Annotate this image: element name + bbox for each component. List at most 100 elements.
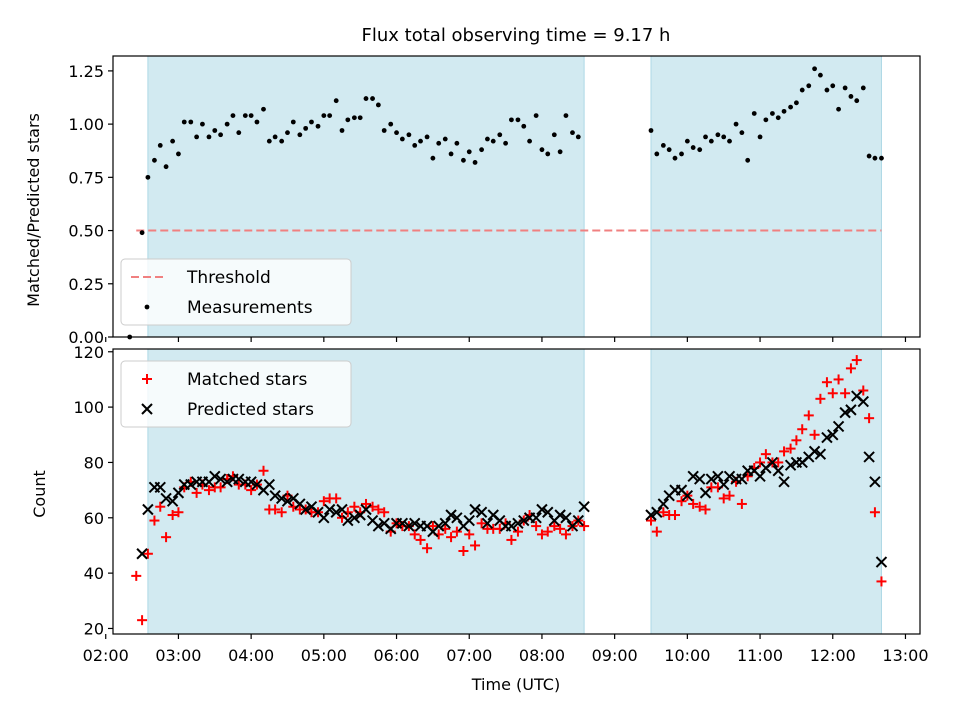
data-point <box>254 119 260 125</box>
data-point <box>754 470 766 482</box>
data-point <box>821 377 832 388</box>
ratio-y-axis-label: Matched/Predicted stars <box>24 113 43 307</box>
data-point <box>472 160 478 165</box>
data-point <box>773 457 784 468</box>
data-point <box>363 96 369 101</box>
y-tick-label: 0.25 <box>68 275 104 294</box>
data-point <box>672 155 678 161</box>
data-point <box>375 102 381 108</box>
data-point <box>827 388 838 399</box>
data-point <box>815 393 826 404</box>
data-point <box>817 72 823 78</box>
x-tick-label: 11:00 <box>737 646 783 665</box>
data-point <box>578 501 590 513</box>
x-tick-label: 12:00 <box>810 646 856 665</box>
legend-swatch <box>142 374 152 384</box>
data-point <box>651 526 662 537</box>
data-point <box>657 498 670 510</box>
data-point <box>666 147 672 153</box>
data-point <box>409 517 421 530</box>
data-point <box>206 134 212 140</box>
data-point <box>333 98 339 104</box>
data-point <box>212 128 218 133</box>
data-point <box>361 498 372 509</box>
y-tick-label: 100 <box>73 398 104 417</box>
y-tick-label: 1.00 <box>68 115 104 134</box>
data-point <box>266 138 272 144</box>
data-point <box>860 85 866 91</box>
data-point <box>739 130 745 136</box>
data-point <box>349 501 360 512</box>
data-point <box>690 145 696 150</box>
data-point <box>755 457 766 468</box>
data-point <box>658 507 669 518</box>
data-point <box>131 570 142 581</box>
data-point <box>775 115 781 121</box>
data-point <box>736 498 747 509</box>
data-point <box>832 420 845 433</box>
data-point <box>779 446 790 457</box>
data-point <box>536 529 547 540</box>
data-point <box>248 113 254 119</box>
data-point <box>648 128 654 133</box>
data-point <box>163 164 169 170</box>
data-point <box>512 517 524 530</box>
data-point <box>697 147 703 153</box>
data-point <box>660 143 666 148</box>
data-point <box>745 157 751 163</box>
data-point <box>794 100 799 106</box>
data-point <box>139 230 145 236</box>
data-point <box>463 514 475 527</box>
data-point <box>214 473 227 485</box>
data-point <box>521 123 527 129</box>
data-point <box>836 106 841 112</box>
data-point <box>575 134 581 140</box>
data-point <box>760 449 771 460</box>
data-point <box>840 388 851 399</box>
data-point <box>851 355 862 366</box>
series-x-counts <box>136 390 888 568</box>
data-point <box>651 506 663 518</box>
data-point <box>142 548 153 559</box>
data-point <box>727 138 732 144</box>
data-point <box>718 493 729 504</box>
data-point <box>481 517 494 530</box>
data-point <box>276 507 287 518</box>
data-point <box>824 87 830 93</box>
data-point <box>160 492 172 505</box>
data-point <box>708 138 714 144</box>
data-point <box>448 151 454 157</box>
data-point <box>409 529 420 540</box>
data-point <box>342 514 354 527</box>
data-point <box>433 520 445 532</box>
data-point <box>136 548 148 560</box>
data-point <box>679 151 684 157</box>
data-point <box>270 504 281 515</box>
legend-label: Threshold <box>186 268 271 288</box>
data-point <box>470 540 481 551</box>
data-point <box>539 147 545 153</box>
data-point <box>560 512 572 524</box>
data-point <box>246 485 257 496</box>
data-point <box>721 134 727 140</box>
data-point <box>269 489 281 502</box>
y-tick-label: 0.50 <box>68 222 104 241</box>
data-point <box>379 507 390 518</box>
data-point <box>512 526 523 537</box>
data-point <box>724 490 735 501</box>
data-point <box>533 113 539 119</box>
y-tick-label: 40 <box>84 564 104 583</box>
legend-label: Matched stars <box>187 370 307 390</box>
data-point <box>506 534 517 545</box>
x-tick-label: 09:00 <box>592 646 638 665</box>
ratio-legend: Threshold Measurements <box>120 258 352 326</box>
data-point <box>339 128 345 133</box>
x-tick-label: 05:00 <box>301 646 347 665</box>
data-point <box>200 121 205 127</box>
data-point <box>527 138 532 144</box>
data-point <box>446 532 457 543</box>
data-point <box>345 117 351 123</box>
legend-label: Measurements <box>187 298 313 318</box>
data-point <box>315 123 321 129</box>
